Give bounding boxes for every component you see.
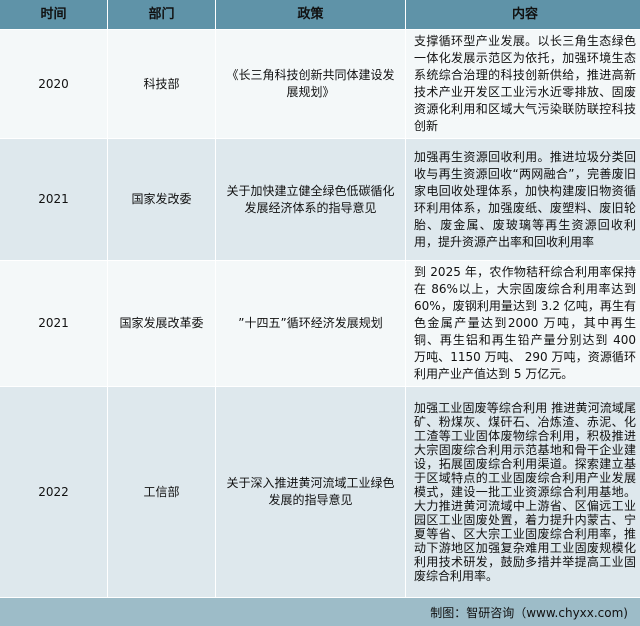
table-row: 2020 科技部 《长三角科技创新共同体建设发展规划》 支撑循环型产业发展。以长…: [0, 30, 640, 139]
header-time: 时间: [0, 0, 108, 30]
source-credit: 制图：智研咨询（www.chyxx.com): [430, 605, 628, 620]
year-cell: 2022: [0, 387, 108, 598]
header-policy: 政策: [216, 0, 406, 30]
table-row: 2021 国家发改委 关于加快建立健全绿色低碳循化发展经济体系的指导意见 加强再…: [0, 139, 640, 261]
content-cell: 支撑循环型产业发展。以长三角生态绿色一体化发展示范区为依托，加强环境生态系统综合…: [406, 30, 640, 139]
policy-cell: ”十四五”循环经济发展规划: [216, 261, 406, 387]
department-cell: 国家发展改革委: [108, 261, 216, 387]
header-department: 部门: [108, 0, 216, 30]
policy-cell: 关于加快建立健全绿色低碳循化发展经济体系的指导意见: [216, 139, 406, 261]
content-cell: 加强再生资源回收利用。推进垃圾分类回收与再生资源回收“两网融合”，完善废旧家电回…: [406, 139, 640, 261]
policy-cell: 《长三角科技创新共同体建设发展规划》: [216, 30, 406, 139]
year-cell: 2021: [0, 139, 108, 261]
content-cell: 加强工业固废等综合利用 推进黄河流域尾矿、粉煤灰、煤矸石、冶炼渣、赤泥、化工渣等…: [406, 387, 640, 598]
header-content: 内容: [406, 0, 640, 30]
year-cell: 2020: [0, 30, 108, 139]
content-cell: 到 2025 年，农作物秸秆综合利用率保持在 86%以上，大宗固废综合利用率达到…: [406, 261, 640, 387]
table-header: 时间 部门 政策 内容: [0, 0, 640, 30]
table-row: 2021 国家发展改革委 ”十四五”循环经济发展规划 到 2025 年，农作物秸…: [0, 261, 640, 387]
department-cell: 科技部: [108, 30, 216, 139]
department-cell: 国家发改委: [108, 139, 216, 261]
year-cell: 2021: [0, 261, 108, 387]
policy-cell: 关于深入推进黄河流域工业绿色发展的指导意见: [216, 387, 406, 598]
department-cell: 工信部: [108, 387, 216, 598]
table-row: 2022 工信部 关于深入推进黄河流域工业绿色发展的指导意见 加强工业固废等综合…: [0, 387, 640, 598]
source-footer: 制图：智研咨询（www.chyxx.com): [0, 598, 640, 626]
